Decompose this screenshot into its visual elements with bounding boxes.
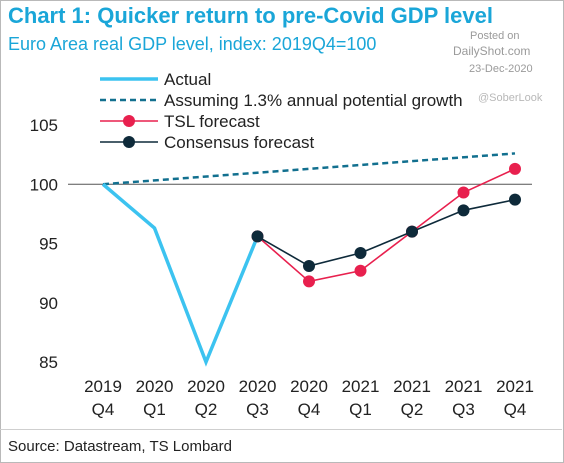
x-tick-quarter-4: Q4: [298, 400, 321, 419]
watermark-site: DailyShot.com: [453, 44, 531, 58]
legend-label-0: Actual: [164, 70, 211, 89]
x-tick-year-5: 2021: [342, 377, 380, 396]
x-tick-quarter-3: Q3: [246, 400, 269, 419]
series-line-3: [257, 198, 516, 267]
chart-subtitle: Euro Area real GDP level, index: 2019Q4=…: [8, 34, 377, 54]
series-2-point-1: [303, 275, 315, 288]
y-tick-label-105: 105: [30, 116, 58, 135]
series-2-point-4: [457, 186, 470, 199]
series-3-point-2: [354, 246, 367, 259]
x-tick-year-6: 2021: [393, 377, 431, 396]
series-2-point-2: [354, 264, 367, 277]
legend-swatch-marker-3: [123, 136, 135, 148]
x-tick-year-3: 2020: [239, 377, 277, 396]
gdp-line-chart: 85 90 95 100 105 2019 Q4 2020 Q1 2020 Q2 2020 Q3 2020…: [30, 70, 534, 419]
x-tick-quarter-2: Q2: [195, 400, 218, 419]
y-tick-label-90: 90: [39, 294, 58, 313]
x-tick-year-7: 2021: [445, 377, 483, 396]
x-tick-quarter-6: Q2: [401, 400, 424, 419]
x-tick-year-0: 2019: [84, 377, 122, 396]
legend-label-3: Consensus forecast: [164, 133, 315, 152]
x-tick-year-1: 2020: [136, 377, 174, 396]
x-tick-year-2: 2020: [187, 377, 225, 396]
x-tick-quarter-7: Q3: [452, 400, 475, 419]
series-2-point-5: [509, 162, 521, 175]
x-tick-year-4: 2020: [290, 377, 328, 396]
y-tick-label-95: 95: [39, 235, 58, 254]
legend-label-1: Assuming 1.3% annual potential growth: [164, 91, 463, 110]
x-tick-quarter-0: Q4: [92, 400, 115, 419]
series-3-point-5: [509, 193, 521, 206]
chart-title: Chart 1: Quicker return to pre-Covid GDP…: [8, 3, 493, 28]
x-tick-quarter-5: Q1: [349, 400, 372, 419]
series-3-point-0: [251, 230, 264, 243]
series-3-point-3: [406, 225, 418, 238]
y-tick-label-85: 85: [39, 353, 58, 372]
watermark-date: 23-Dec-2020: [469, 63, 533, 75]
source-note: Source: Datastream, TS Lombard: [8, 438, 232, 455]
series-3-point-4: [457, 204, 470, 217]
footer-divider: [0, 429, 562, 430]
series-line-0: [101, 182, 260, 367]
legend-label-2: TSL forecast: [164, 112, 260, 131]
series-line-1: [102, 152, 516, 186]
watermark-posted: Posted on: [470, 30, 520, 42]
legend-swatch-marker-2: [123, 115, 135, 127]
watermark-owner: @SoberLook: [478, 92, 543, 104]
series-line-2: [256, 168, 516, 283]
series-3-point-1: [303, 260, 315, 273]
x-tick-year-8: 2021: [496, 377, 534, 396]
y-tick-label-100: 100: [30, 175, 58, 194]
x-tick-quarter-1: Q1: [143, 400, 166, 419]
x-tick-quarter-8: Q4: [504, 400, 527, 419]
